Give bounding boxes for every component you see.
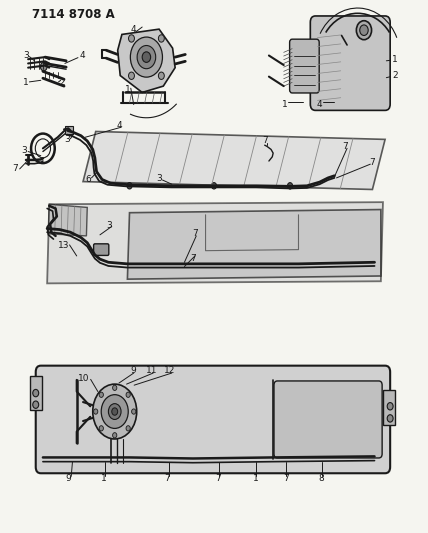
Circle shape xyxy=(99,426,104,431)
Text: 10: 10 xyxy=(78,374,89,383)
Text: 9: 9 xyxy=(130,366,136,375)
Circle shape xyxy=(128,72,134,79)
Text: 13: 13 xyxy=(58,241,70,250)
Circle shape xyxy=(113,433,117,438)
Circle shape xyxy=(131,37,163,77)
FancyBboxPatch shape xyxy=(94,244,109,255)
Text: 9: 9 xyxy=(65,474,71,483)
Circle shape xyxy=(127,183,132,189)
Text: 3: 3 xyxy=(156,174,162,183)
Text: 7: 7 xyxy=(342,142,348,151)
Circle shape xyxy=(33,401,39,408)
FancyBboxPatch shape xyxy=(310,16,390,110)
Text: 4: 4 xyxy=(79,51,85,60)
Text: 2: 2 xyxy=(392,71,398,80)
Bar xyxy=(30,376,42,410)
Text: 3: 3 xyxy=(21,146,27,155)
Circle shape xyxy=(158,35,164,42)
Polygon shape xyxy=(118,29,175,92)
Bar xyxy=(383,391,395,425)
Text: 7114 8708 A: 7114 8708 A xyxy=(33,9,115,21)
Circle shape xyxy=(93,384,137,439)
Text: 1: 1 xyxy=(282,100,288,109)
Circle shape xyxy=(137,45,156,69)
Text: 7: 7 xyxy=(190,254,196,263)
Circle shape xyxy=(40,62,47,71)
FancyBboxPatch shape xyxy=(36,366,390,473)
Circle shape xyxy=(211,183,217,189)
Circle shape xyxy=(126,392,130,398)
Circle shape xyxy=(387,402,393,410)
Circle shape xyxy=(99,392,104,398)
Polygon shape xyxy=(83,132,385,190)
Circle shape xyxy=(108,403,121,419)
Text: 4: 4 xyxy=(130,25,136,34)
Text: 1: 1 xyxy=(392,55,398,64)
Text: 3: 3 xyxy=(107,221,112,230)
Text: 7: 7 xyxy=(165,474,170,483)
FancyBboxPatch shape xyxy=(290,39,319,93)
Circle shape xyxy=(357,21,372,39)
Text: 6: 6 xyxy=(85,175,91,184)
Circle shape xyxy=(142,52,151,62)
FancyBboxPatch shape xyxy=(274,381,382,458)
Circle shape xyxy=(33,390,39,397)
Text: 4: 4 xyxy=(317,100,322,109)
Text: 4: 4 xyxy=(116,120,122,130)
Circle shape xyxy=(132,409,136,414)
Text: 1: 1 xyxy=(23,78,29,87)
Text: 7: 7 xyxy=(215,474,221,483)
Circle shape xyxy=(128,35,134,42)
Circle shape xyxy=(360,25,368,36)
Text: 7: 7 xyxy=(12,164,18,173)
Text: 2: 2 xyxy=(59,78,65,87)
Polygon shape xyxy=(48,204,87,236)
Text: 3: 3 xyxy=(64,135,70,144)
Text: 7: 7 xyxy=(262,136,268,146)
Text: 3: 3 xyxy=(23,51,29,60)
Circle shape xyxy=(288,183,293,189)
Circle shape xyxy=(387,415,393,422)
Bar xyxy=(65,126,73,134)
Text: 7: 7 xyxy=(369,158,375,167)
Text: 7: 7 xyxy=(283,474,289,483)
Circle shape xyxy=(94,409,98,414)
Text: 8: 8 xyxy=(319,474,324,483)
Text: 1: 1 xyxy=(101,474,107,483)
Text: 1: 1 xyxy=(253,474,259,483)
Text: 1: 1 xyxy=(125,85,130,94)
Circle shape xyxy=(158,72,164,79)
Polygon shape xyxy=(128,209,381,279)
Circle shape xyxy=(113,385,117,391)
Polygon shape xyxy=(47,202,383,284)
Circle shape xyxy=(126,426,130,431)
Text: 12: 12 xyxy=(164,366,176,375)
Text: 11: 11 xyxy=(146,366,157,375)
Circle shape xyxy=(112,408,118,415)
Circle shape xyxy=(101,394,128,429)
Text: 7: 7 xyxy=(192,229,198,238)
